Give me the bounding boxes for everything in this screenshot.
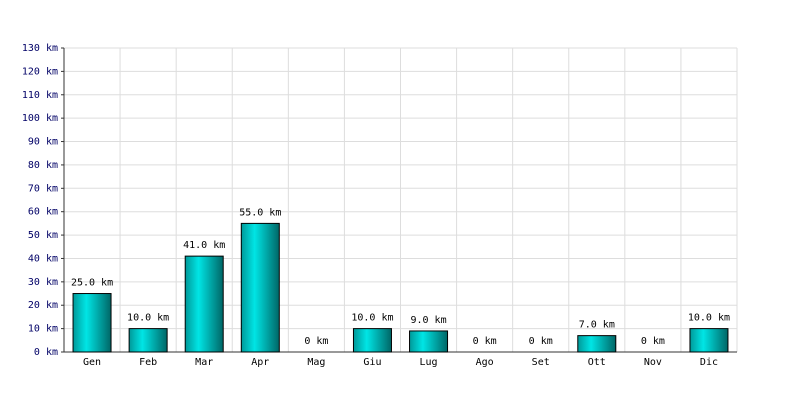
value-label: 25.0 km bbox=[71, 278, 113, 289]
y-tick-label: 30 km bbox=[28, 277, 58, 288]
y-tick-label: 120 km bbox=[22, 66, 58, 77]
y-tick-label: 90 km bbox=[28, 137, 58, 148]
y-tick-label: 70 km bbox=[28, 183, 58, 194]
value-label: 7.0 km bbox=[579, 320, 615, 331]
y-tick-label: 20 km bbox=[28, 300, 58, 311]
bar bbox=[577, 335, 617, 353]
y-tick-label: 50 km bbox=[28, 230, 58, 241]
x-tick-label: Mag bbox=[307, 357, 325, 368]
x-tick-label: Dic bbox=[700, 357, 718, 368]
y-tick-label: 60 km bbox=[28, 207, 58, 218]
x-tick-label: Giu bbox=[363, 357, 381, 368]
x-tick-label: Ott bbox=[588, 357, 606, 368]
value-label: 10.0 km bbox=[351, 313, 393, 324]
value-label: 0 km bbox=[304, 336, 328, 347]
y-tick-label: 0 km bbox=[34, 347, 58, 358]
x-tick-label: Mar bbox=[195, 357, 213, 368]
value-label: 0 km bbox=[473, 336, 497, 347]
y-tick-label: 10 km bbox=[28, 324, 58, 335]
x-tick-label: Feb bbox=[139, 357, 157, 368]
bar bbox=[689, 328, 729, 353]
bar bbox=[409, 330, 449, 353]
value-label: 41.0 km bbox=[183, 240, 225, 251]
value-label: 9.0 km bbox=[410, 315, 446, 326]
y-tick-label: 100 km bbox=[22, 113, 58, 124]
bar bbox=[240, 222, 280, 353]
y-tick-label: 40 km bbox=[28, 253, 58, 264]
value-label: 10.0 km bbox=[688, 313, 730, 324]
x-tick-label: Gen bbox=[83, 357, 101, 368]
bar bbox=[184, 255, 224, 353]
x-tick-label: Apr bbox=[251, 357, 269, 368]
x-tick-label: Lug bbox=[420, 357, 438, 368]
value-label: 0 km bbox=[529, 336, 553, 347]
x-tick-label: Ago bbox=[476, 357, 494, 368]
value-label: 55.0 km bbox=[239, 207, 281, 218]
bar bbox=[128, 328, 168, 353]
value-label: 0 km bbox=[641, 336, 665, 347]
y-tick-label: 80 km bbox=[28, 160, 58, 171]
y-tick-label: 110 km bbox=[22, 90, 58, 101]
value-label: 10.0 km bbox=[127, 313, 169, 324]
y-tick-label: 130 km bbox=[22, 43, 58, 54]
bar bbox=[352, 328, 392, 353]
x-tick-label: Nov bbox=[644, 357, 662, 368]
bar bbox=[72, 293, 112, 353]
x-tick-label: Set bbox=[532, 357, 550, 368]
